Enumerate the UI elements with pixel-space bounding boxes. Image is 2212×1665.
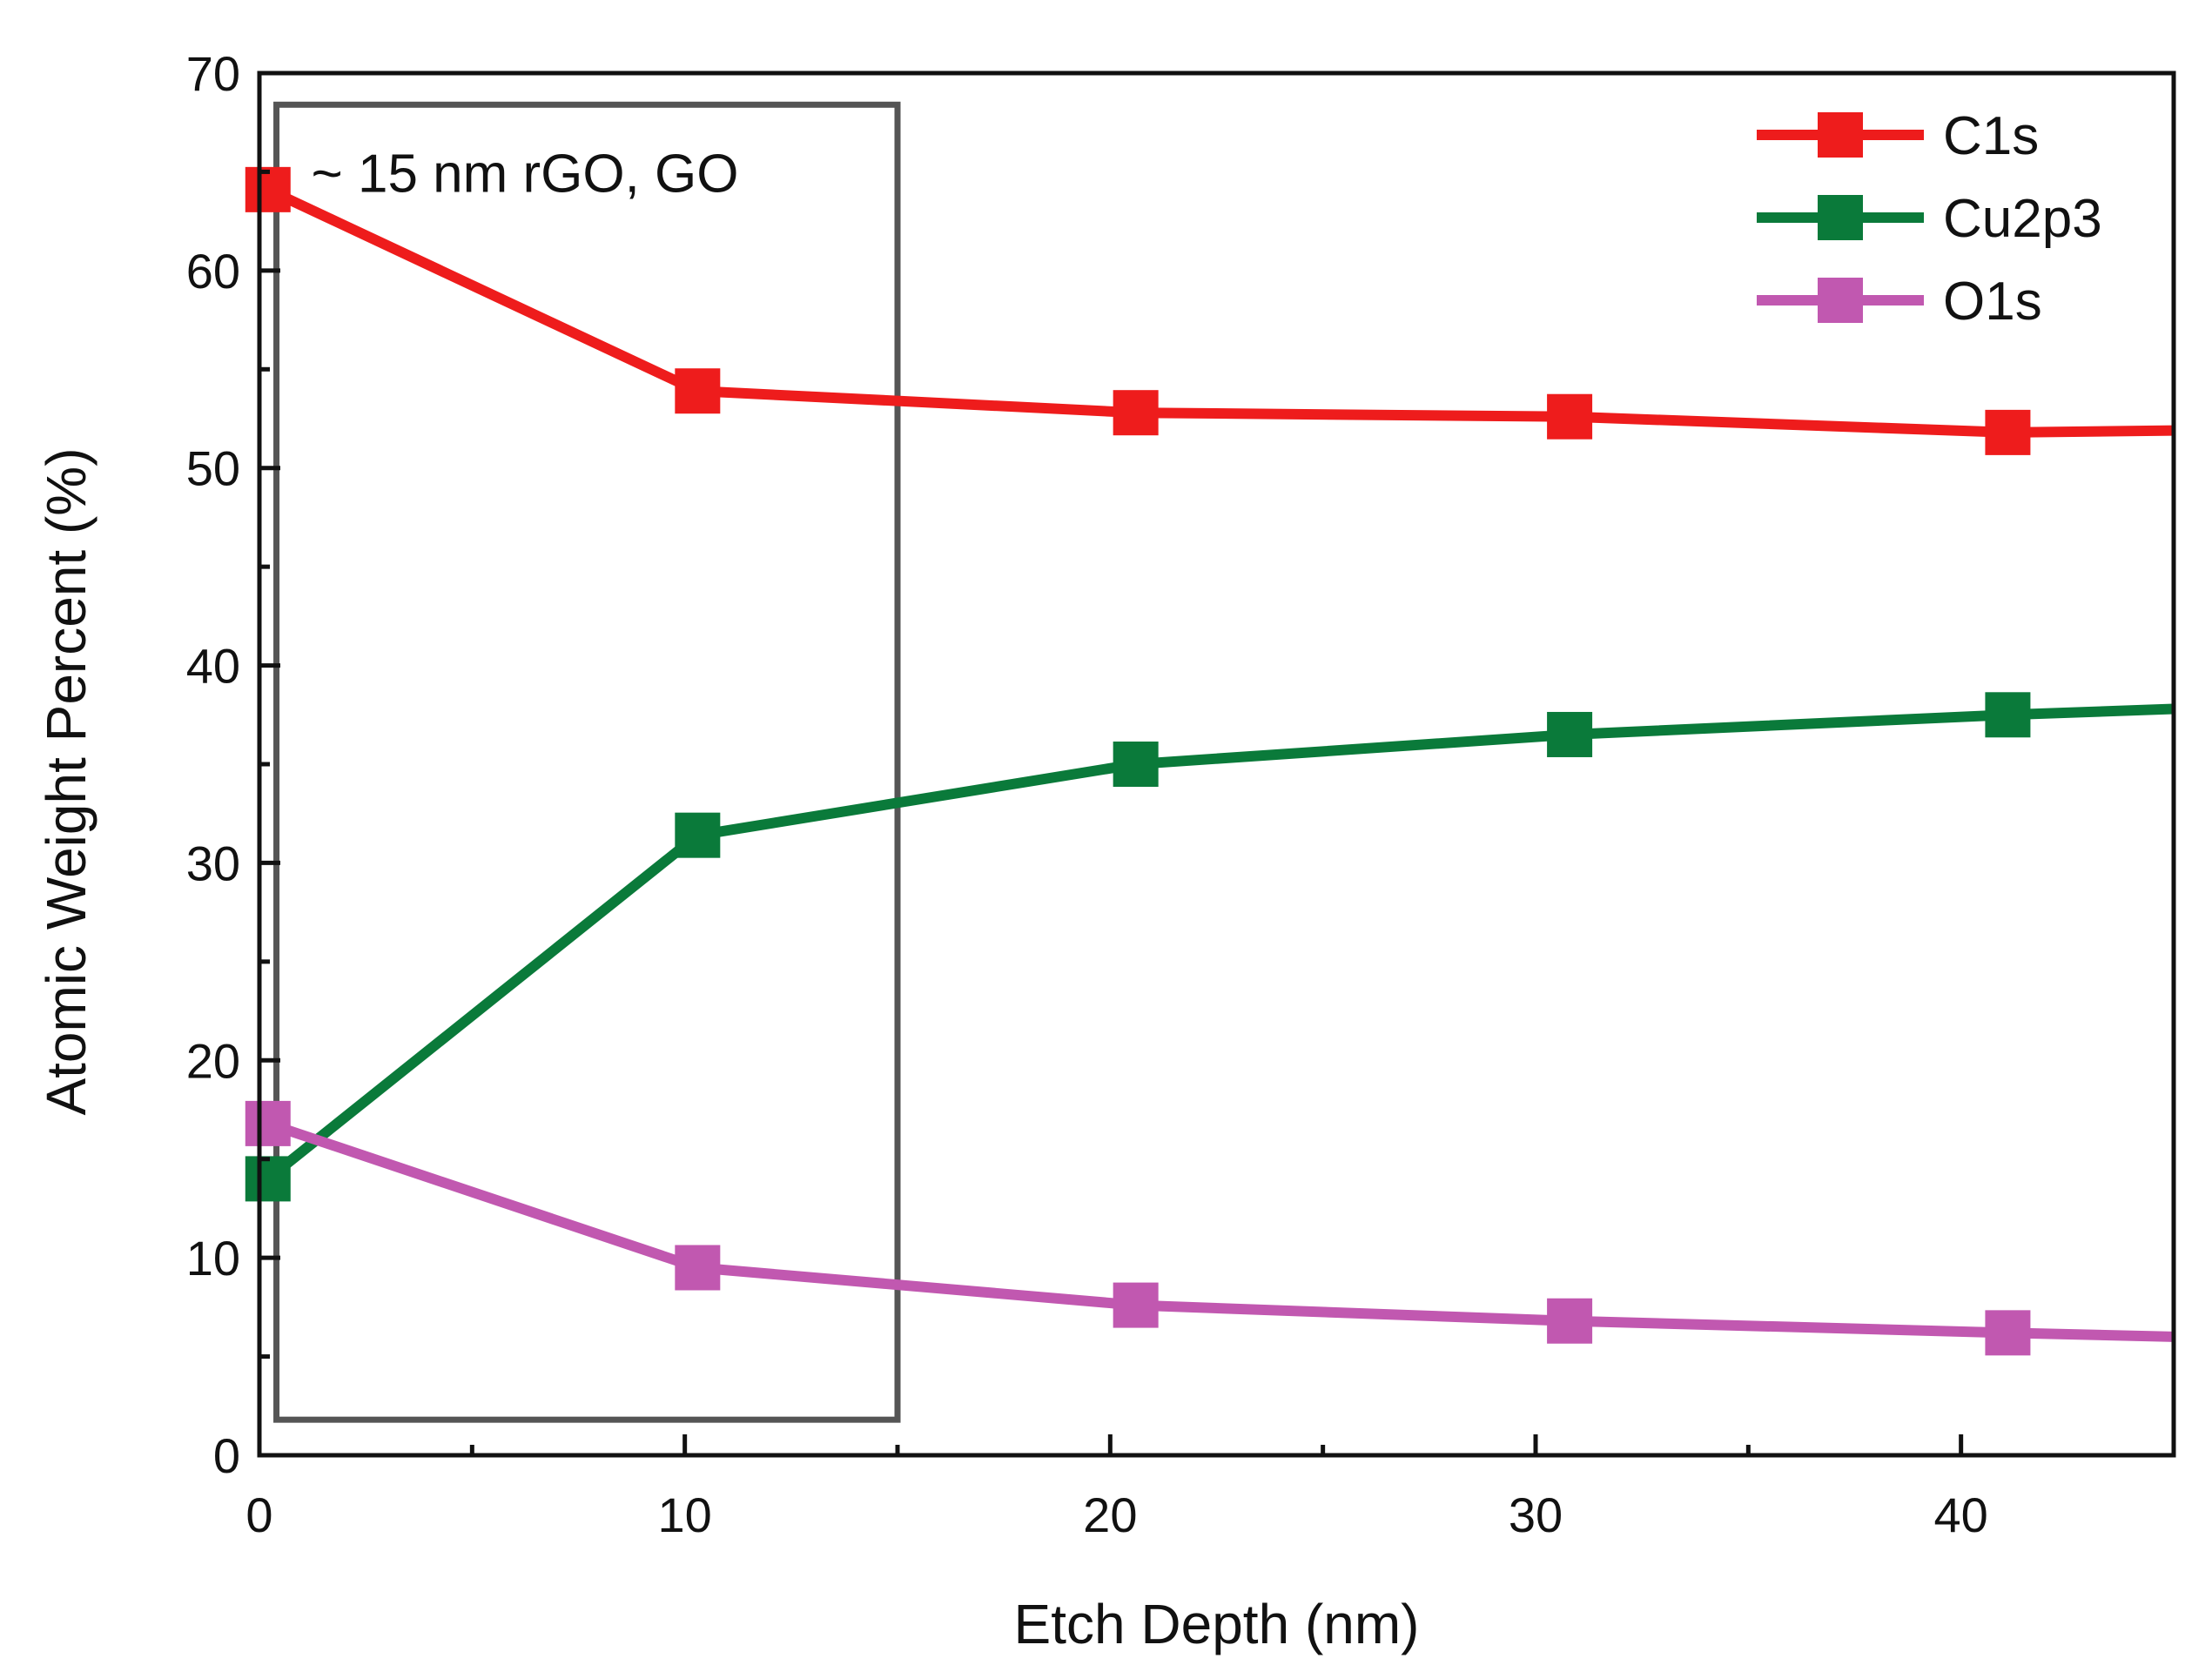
- legend-label-o1s: O1s: [1943, 272, 2042, 332]
- legend-label-c1s: C1s: [1943, 106, 2039, 166]
- data-point-c1s: [245, 166, 291, 212]
- data-point-c1s: [675, 368, 721, 414]
- y-tick-label: 10: [186, 1231, 240, 1286]
- data-point-cu2p3: [675, 812, 721, 858]
- series-layer: [245, 166, 2175, 1356]
- data-point-c1s: [1547, 393, 1593, 440]
- legend-marker-o1s: [1818, 278, 1863, 323]
- annotation-layer: ~ 15 nm rGO, GO: [273, 101, 901, 1423]
- series-line-o1s: [266, 1118, 2175, 1342]
- data-point-o1s: [245, 1100, 291, 1146]
- legend-marker-c1s: [1818, 112, 1863, 158]
- y-axis-title: Atomic Weight Percent (%): [35, 447, 97, 1115]
- data-point-o1s: [1985, 1310, 2031, 1356]
- x-tick-label: 20: [1083, 1487, 1137, 1542]
- legend-marker-cu2p3: [1818, 195, 1863, 240]
- y-tick-label: 0: [213, 1428, 240, 1483]
- y-tick-label: 40: [186, 639, 240, 694]
- y-tick-label: 50: [186, 441, 240, 496]
- legend: C1s Cu2p3 O1s: [1757, 106, 2102, 332]
- x-tick-label: 30: [1509, 1487, 1563, 1542]
- data-point-c1s: [1985, 409, 2031, 455]
- data-point-o1s: [675, 1245, 721, 1291]
- data-point-o1s: [1547, 1298, 1593, 1344]
- data-point-c1s: [1113, 390, 1159, 436]
- x-axis-title: Etch Depth (nm): [1014, 1593, 1420, 1655]
- data-point-cu2p3: [245, 1156, 291, 1202]
- y-axis: 0 10 20 30 40 50 60 70: [186, 46, 280, 1483]
- series-line-cu2p3: [265, 703, 2175, 1184]
- plot-frame: [257, 70, 2176, 1458]
- x-axis: 0 10 20 30 40: [245, 1434, 1988, 1542]
- y-tick-label: 60: [186, 244, 240, 299]
- legend-label-cu2p3: Cu2p3: [1943, 189, 2102, 249]
- x-tick-label: 40: [1934, 1487, 1988, 1542]
- x-tick-label: 0: [245, 1487, 272, 1542]
- series-line-c1s: [266, 185, 2175, 438]
- annotation-label: ~ 15 nm rGO, GO: [312, 144, 739, 204]
- data-point-cu2p3: [1113, 742, 1159, 787]
- data-point-o1s: [1113, 1282, 1159, 1328]
- annotation-region-box: [273, 101, 901, 1423]
- y-tick-label: 30: [186, 836, 240, 890]
- y-tick-label: 70: [186, 46, 240, 101]
- data-point-cu2p3: [1547, 711, 1593, 757]
- x-tick-label: 10: [658, 1487, 712, 1542]
- data-point-cu2p3: [1985, 692, 2031, 738]
- y-tick-label: 20: [186, 1033, 240, 1088]
